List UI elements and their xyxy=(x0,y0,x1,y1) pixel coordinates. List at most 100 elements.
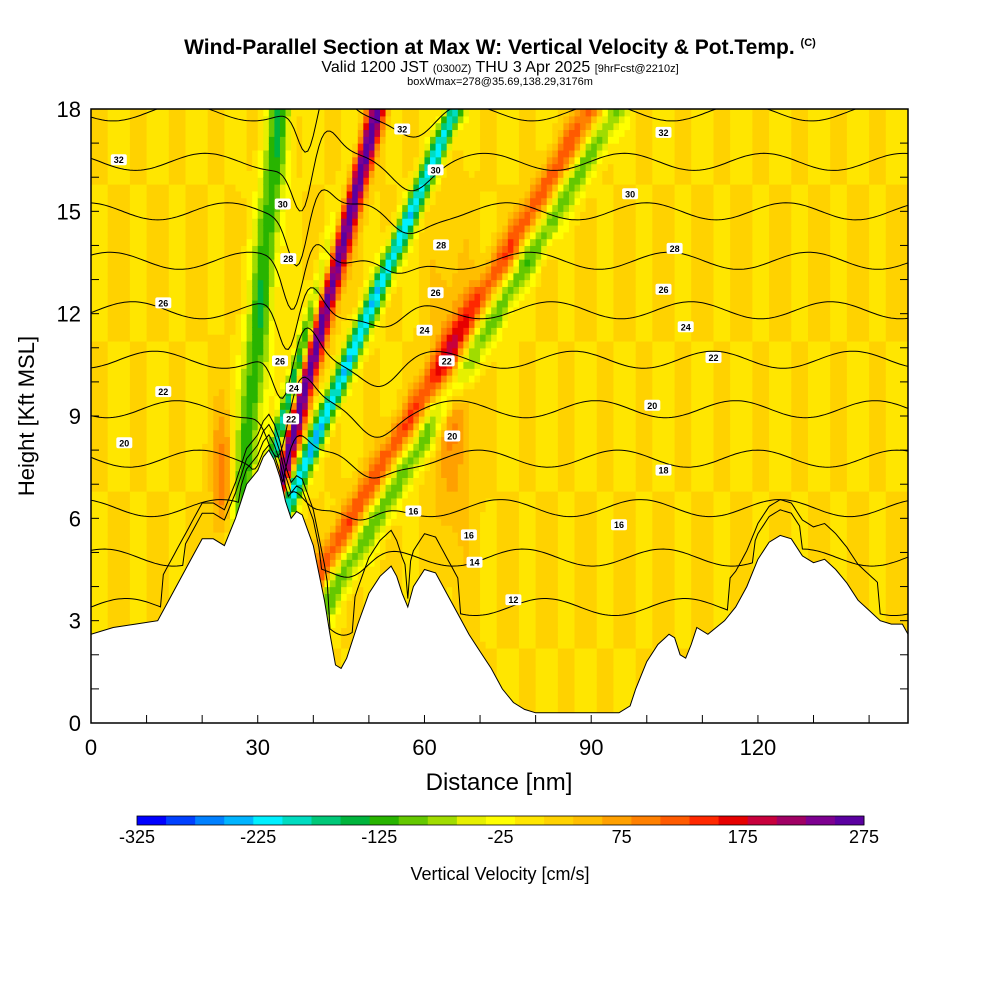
field-cell xyxy=(107,484,114,492)
field-cell xyxy=(374,525,381,533)
field-cell xyxy=(368,272,376,281)
field-cell xyxy=(252,375,259,383)
field-cell xyxy=(218,115,225,124)
field-cell xyxy=(391,334,398,342)
field-cell xyxy=(107,531,114,540)
field-cell xyxy=(263,313,270,322)
field-cell xyxy=(107,190,114,199)
field-cell xyxy=(329,525,337,533)
field-cell xyxy=(368,149,376,158)
field-cell xyxy=(391,518,398,526)
field-cell xyxy=(179,197,187,206)
field-cell xyxy=(329,272,337,281)
field-cell xyxy=(363,265,370,274)
field-cell xyxy=(235,265,242,274)
field-cell xyxy=(174,163,181,171)
field-cell xyxy=(113,491,120,499)
field-cell xyxy=(91,627,98,635)
field-cell xyxy=(202,491,209,499)
field-cell xyxy=(324,361,331,369)
field-cell xyxy=(368,313,376,322)
field-cell xyxy=(335,252,342,260)
field-cell xyxy=(296,443,303,451)
field-cell xyxy=(363,149,370,158)
field-cell xyxy=(207,381,214,390)
field-cell xyxy=(107,436,114,444)
field-cell xyxy=(107,170,114,178)
field-cell xyxy=(246,470,253,478)
field-cell xyxy=(324,375,331,383)
field-cell xyxy=(218,231,225,240)
field-cell xyxy=(163,456,170,465)
field-cell xyxy=(313,156,320,165)
field-cell xyxy=(329,531,337,540)
field-cell xyxy=(118,579,125,588)
field-cell xyxy=(146,409,153,417)
field-cell xyxy=(341,245,348,253)
field-cell xyxy=(179,170,187,178)
field-cell xyxy=(224,238,231,247)
field-cell xyxy=(329,477,337,485)
field-cell xyxy=(352,497,359,506)
field-cell xyxy=(291,143,298,151)
field-cell xyxy=(96,436,103,444)
field-cell xyxy=(391,327,398,335)
field-cell xyxy=(218,177,225,185)
field-cell xyxy=(152,204,159,212)
field-cell xyxy=(341,347,348,356)
field-cell xyxy=(202,470,209,478)
field-cell xyxy=(235,177,242,185)
field-cell xyxy=(252,156,259,165)
field-cell xyxy=(207,477,214,485)
field-cell xyxy=(135,115,142,124)
field-cell xyxy=(202,531,209,540)
field-cell xyxy=(268,197,276,206)
field-cell xyxy=(313,320,320,328)
field-cell xyxy=(218,327,225,335)
field-cell xyxy=(274,293,281,301)
field-cell xyxy=(318,177,326,185)
field-cell xyxy=(152,156,159,165)
field-cell xyxy=(152,375,159,383)
field-cell xyxy=(385,327,392,335)
field-cell xyxy=(202,320,209,328)
field-cell xyxy=(163,450,170,458)
field-cell xyxy=(302,149,309,158)
field-cell xyxy=(213,484,220,492)
field-cell xyxy=(352,368,359,376)
field-cell xyxy=(318,497,326,506)
field-cell xyxy=(124,177,131,185)
field-cell xyxy=(102,511,109,519)
field-cell xyxy=(346,627,353,635)
field-cell xyxy=(124,600,131,608)
field-cell xyxy=(302,429,309,438)
field-cell xyxy=(341,184,348,192)
field-cell xyxy=(357,572,364,581)
field-cell xyxy=(174,136,181,144)
field-cell xyxy=(374,327,381,335)
field-cell xyxy=(218,259,225,267)
field-cell xyxy=(224,320,231,328)
field-cell xyxy=(335,211,342,219)
field-cell xyxy=(229,272,237,281)
field-cell xyxy=(341,224,348,233)
field-cell xyxy=(224,354,231,363)
field-cell xyxy=(291,334,298,342)
field-cell xyxy=(368,450,376,458)
field-cell xyxy=(146,429,153,438)
field-cell xyxy=(380,429,387,438)
field-cell xyxy=(96,211,103,219)
field-cell xyxy=(157,327,164,335)
field-cell xyxy=(152,184,159,192)
field-cell xyxy=(118,286,125,294)
field-cell xyxy=(207,375,214,383)
field-cell xyxy=(252,272,259,281)
field-cell xyxy=(302,450,309,458)
field-cell xyxy=(307,184,314,192)
field-cell xyxy=(113,272,120,281)
field-cell xyxy=(224,129,231,137)
field-cell xyxy=(96,402,103,410)
field-cell xyxy=(152,402,159,410)
field-cell xyxy=(324,477,331,485)
field-cell xyxy=(129,470,137,478)
